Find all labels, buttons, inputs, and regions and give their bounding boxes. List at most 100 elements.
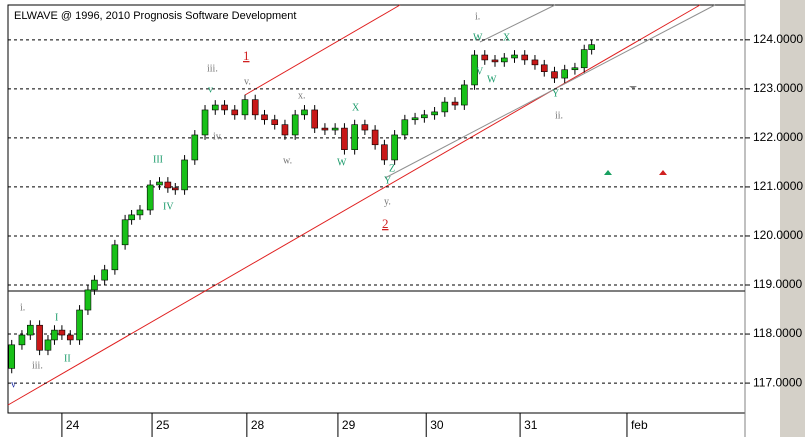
wave-label: W [337, 157, 347, 168]
candle-body [51, 329, 58, 341]
candle-body [271, 119, 279, 125]
wave-label: IV [163, 201, 174, 212]
wave-label: X [352, 102, 360, 113]
candle-body [321, 127, 329, 131]
x-tick-label: 31 [524, 418, 538, 432]
candle-body [500, 57, 508, 63]
candle-body [241, 99, 249, 116]
candle-body [128, 214, 135, 221]
trend-line [384, 4, 716, 179]
candle-body [481, 54, 489, 61]
candle-body [580, 49, 588, 69]
x-tick-label: 25 [156, 418, 170, 432]
signal-marker [659, 170, 667, 175]
wave-label: Y [552, 88, 559, 99]
wave-label: V [476, 66, 484, 77]
candle-body [351, 124, 358, 150]
candle-body [521, 54, 529, 61]
candle-body [231, 109, 239, 116]
candle-body [156, 181, 163, 186]
candle-body [551, 71, 558, 79]
y-tick-label: 122.0000 [753, 130, 803, 144]
candle-body [66, 334, 74, 341]
candle-body [381, 144, 388, 161]
candle-body [571, 67, 579, 71]
candle-body [561, 69, 568, 79]
candle-body [311, 109, 318, 129]
wave-label: w. [283, 155, 292, 166]
x-tick-label: 29 [342, 418, 356, 432]
chart-title: ELWAVE @ 1996, 2010 Prognosis Software D… [14, 10, 296, 22]
candle-body [191, 134, 199, 161]
candle-body [44, 339, 52, 351]
y-tick-label: 117.0000 [753, 375, 802, 389]
candle-body [181, 159, 188, 191]
candle-body [58, 329, 66, 336]
wave-label: W [473, 32, 483, 43]
wave-label: X [503, 32, 511, 43]
trend-line [479, 4, 556, 43]
candle-body [91, 279, 98, 291]
wave-label: 2 [382, 216, 389, 231]
candle-body [401, 119, 409, 136]
candle-body [101, 269, 108, 281]
wave-label: Z [389, 163, 395, 174]
x-tick-label: feb [631, 418, 648, 432]
wave-label: I [55, 312, 58, 323]
candles [8, 39, 595, 374]
y-tick-label: 121.0000 [753, 179, 803, 193]
candle-body [36, 324, 43, 351]
candle-body [540, 64, 548, 72]
candle-body [471, 54, 478, 86]
candle-body [371, 129, 379, 146]
x-tick-label: 24 [66, 418, 80, 432]
signal-marker [604, 170, 612, 175]
wave-label: iii. [32, 360, 43, 371]
scrollbar[interactable] [780, 0, 805, 437]
candle-body [111, 244, 119, 271]
candle-body [491, 59, 499, 63]
y-tick-label: 119.0000 [753, 277, 802, 291]
candle-body [146, 184, 154, 211]
wave-label: 1 [243, 48, 250, 63]
trend-line [244, 4, 401, 96]
wave-label: i. [20, 302, 25, 313]
candle-body [251, 99, 259, 116]
x-tick-label: 30 [430, 418, 444, 432]
candle-body [361, 124, 369, 131]
background [0, 0, 780, 437]
candle-body [84, 289, 92, 311]
candle-body [441, 101, 449, 113]
candle-body [201, 109, 209, 136]
candle-body [18, 334, 26, 346]
candle-body [76, 309, 83, 341]
candle-body [421, 114, 428, 119]
candle-body [451, 101, 459, 106]
wave-label: v [208, 84, 213, 95]
wave-label: ii. [555, 110, 563, 121]
wave-label: y. [384, 196, 391, 207]
wave-label: iv. [213, 131, 223, 142]
candle-body [461, 84, 468, 106]
wave-label: x. [298, 90, 306, 101]
candle-body [411, 117, 419, 121]
wave-label: v. [244, 76, 251, 87]
candle-body [391, 134, 398, 161]
wave-label: III [153, 154, 163, 165]
candle-body [211, 104, 219, 111]
candle-body [331, 127, 339, 131]
wave-label: v [11, 379, 16, 390]
wave-labels: i. I iii. II v III IV iii. v v. 1 iv. x.… [11, 11, 563, 390]
wave-label: i. [475, 11, 480, 22]
candle-body [291, 114, 299, 136]
wave-label: iii. [207, 63, 218, 74]
candle-body [8, 344, 16, 369]
candle-body [531, 59, 539, 66]
candle-body [281, 124, 289, 136]
candle-body [588, 44, 595, 50]
wave-label: II [64, 353, 71, 364]
candle-body [431, 111, 438, 116]
y-tick-label: 123.0000 [753, 81, 803, 95]
y-tick-label: 120.0000 [753, 228, 803, 242]
